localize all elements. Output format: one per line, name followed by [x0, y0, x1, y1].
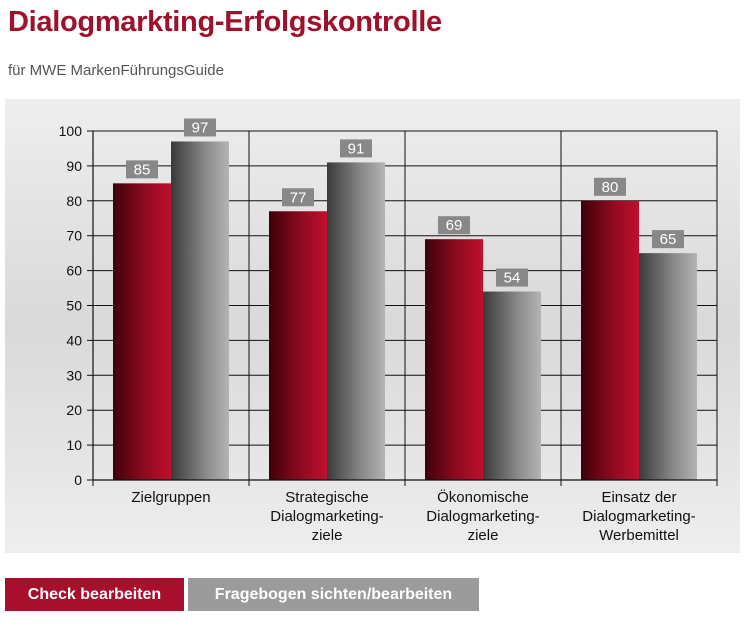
x-tick-label: ziele — [312, 527, 343, 544]
y-tick-label: 70 — [66, 228, 82, 244]
data-label: 77 — [290, 189, 307, 206]
data-label: 54 — [504, 270, 521, 287]
chart-container: 0 10 20 30 40 50 60 70 80 90 100 85 77 69 80 97 91 54 65 Z… — [5, 99, 740, 558]
x-tick-label: ziele — [468, 527, 499, 544]
y-tick-label: 40 — [66, 332, 82, 348]
data-label: 97 — [192, 119, 209, 136]
y-tick-label: 60 — [66, 263, 82, 279]
x-tick-label: Einsatz der — [601, 489, 676, 506]
bar — [425, 239, 483, 480]
data-label-box — [126, 160, 158, 179]
data-label: 65 — [660, 231, 677, 248]
y-tick-label: 10 — [66, 437, 82, 453]
data-label-box — [652, 230, 684, 249]
page-subtitle: für MWE MarkenFührungsGuide — [8, 62, 224, 79]
y-tick-label: 50 — [66, 298, 82, 314]
bar — [113, 183, 171, 480]
check-bearbeiten-button[interactable]: Check bearbeiten — [5, 578, 184, 611]
bar — [483, 291, 541, 480]
x-tick-label: Ökonomische — [437, 488, 529, 506]
bar-chart: 0 10 20 30 40 50 60 70 80 90 100 85 77 69 80 97 91 54 65 Z… — [5, 99, 740, 553]
x-tick-label: Zielgruppen — [131, 489, 210, 506]
fragebogen-button[interactable]: Fragebogen sichten/bearbeiten — [188, 578, 479, 611]
y-tick-label: 80 — [66, 193, 82, 209]
data-label-box — [438, 216, 470, 235]
y-tick-label: 100 — [59, 123, 83, 139]
data-label-box — [340, 139, 372, 158]
y-tick-label: 20 — [66, 402, 82, 418]
data-label: 91 — [348, 140, 365, 157]
x-tick-label: Dialogmarketing- — [582, 508, 695, 525]
bar — [171, 141, 229, 480]
x-tick-label: Werbemittel — [599, 527, 679, 544]
data-label: 80 — [602, 179, 619, 196]
x-tick-label: Dialogmarketing- — [270, 508, 383, 525]
data-label: 69 — [446, 217, 463, 234]
bar — [581, 200, 639, 481]
data-label-box — [184, 118, 216, 137]
data-label-box — [496, 268, 528, 287]
bar — [269, 211, 327, 480]
x-tick-label: Strategische — [285, 489, 368, 506]
y-tick-label: 0 — [74, 472, 82, 488]
y-tick-label: 30 — [66, 367, 82, 383]
data-label-box — [282, 188, 314, 207]
page-title: Dialogmarkting-Erfolgskontrolle — [8, 6, 442, 38]
data-label: 85 — [134, 161, 151, 178]
bar — [639, 253, 697, 480]
bar — [327, 162, 385, 480]
x-tick-label: Dialogmarketing- — [426, 508, 539, 525]
data-label-box — [594, 177, 626, 196]
y-tick-label: 90 — [66, 158, 82, 174]
